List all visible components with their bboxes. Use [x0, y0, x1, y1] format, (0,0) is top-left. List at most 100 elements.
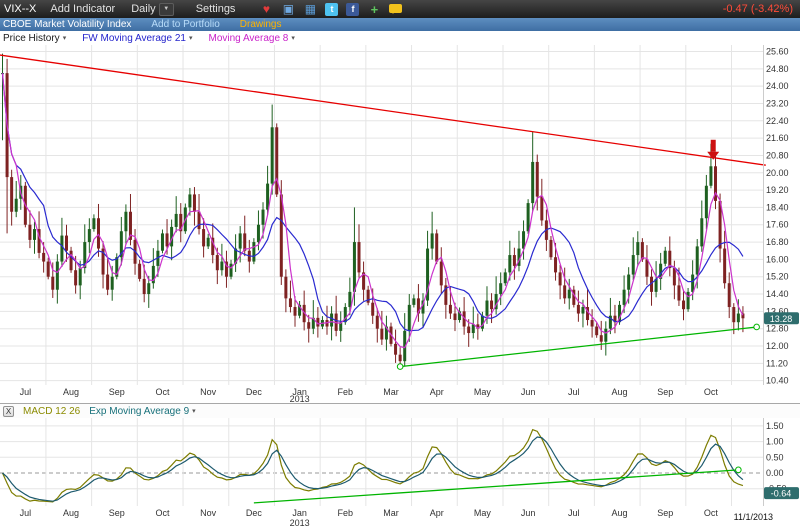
add-to-portfolio-link[interactable]: Add to Portfolio	[151, 19, 220, 30]
month-label: May	[474, 508, 492, 518]
trendline-handle[interactable]	[753, 323, 760, 331]
candle-down	[723, 248, 727, 284]
favorites-heart-icon[interactable]: ♥	[262, 2, 270, 16]
last-price-badge	[764, 312, 799, 325]
add-plus-icon[interactable]: +	[370, 1, 379, 17]
macd-ema-dropdown[interactable]: Exp Moving Average 9 ▾	[89, 406, 195, 417]
macd-last-value-badge	[764, 487, 799, 500]
month-label: Feb	[338, 508, 354, 518]
price-tick-label: 24.80	[766, 64, 789, 74]
trendline[interactable]	[0, 54, 766, 166]
candle-up	[266, 183, 270, 210]
down-arrow-annotation[interactable]	[707, 151, 720, 160]
candle-down	[732, 307, 736, 323]
candle-down	[51, 276, 55, 290]
month-label: Jul	[20, 387, 32, 397]
candle-down	[362, 272, 366, 290]
trendline-handle[interactable]	[735, 466, 742, 474]
menu-daily[interactable]: Daily ▼	[131, 2, 174, 16]
candle-up	[147, 283, 151, 295]
candle-down	[380, 328, 384, 340]
candle-up	[636, 242, 640, 256]
chat-bubble-icon[interactable]	[389, 3, 403, 14]
candle-down	[650, 276, 654, 292]
price-tick-label: 22.40	[766, 116, 789, 126]
macd-tick-label: 0.00	[766, 468, 784, 478]
candle-down	[74, 270, 78, 286]
candle-down	[215, 255, 219, 271]
candle-up	[174, 213, 178, 227]
candle-up	[252, 242, 256, 262]
candle-down	[46, 261, 50, 277]
candle-down	[106, 274, 110, 290]
daily-dropdown-button[interactable]: ▼	[158, 2, 174, 16]
candle-down	[718, 200, 722, 249]
candle-up	[517, 248, 521, 266]
month-label: Oct	[155, 508, 170, 518]
month-label: Jun	[521, 387, 536, 397]
candle-down	[142, 278, 146, 295]
candle-up	[426, 248, 430, 301]
candle-up	[343, 307, 347, 323]
year-label: 2013	[290, 518, 310, 528]
month-label: Sep	[109, 387, 125, 397]
price-tick-label: 14.40	[766, 289, 789, 299]
candle-down	[595, 326, 599, 336]
month-label: Jul	[20, 508, 32, 518]
candle-down	[42, 252, 46, 262]
macd-label[interactable]: MACD 12 26	[23, 405, 81, 417]
price-history-dropdown[interactable]: Price History ▾	[3, 33, 66, 44]
candle-up	[188, 194, 192, 208]
candle-up	[695, 246, 699, 275]
candle-down	[453, 313, 457, 321]
candle-up	[567, 289, 571, 299]
candle-up	[92, 218, 96, 230]
trendline-handle[interactable]	[396, 363, 404, 370]
daily-label: Daily	[131, 3, 156, 15]
candle-down	[640, 242, 644, 260]
top-toolbar: VIX--X Add Indicator Daily ▼ Settings ♥ …	[0, 0, 800, 18]
candle-down	[645, 259, 649, 277]
macd-last-value-badge-text: -0.64	[771, 489, 792, 499]
twitter-icon[interactable]: t	[325, 2, 339, 16]
facebook-icon[interactable]: f	[346, 2, 360, 16]
candle-down	[576, 304, 580, 314]
candle-up	[78, 268, 82, 286]
candle-down	[138, 263, 142, 279]
close-macd-button[interactable]: X	[3, 405, 14, 417]
price-tick-label: 13.60	[766, 306, 789, 316]
candle-up	[160, 233, 164, 251]
drawings-link[interactable]: Drawings	[239, 19, 282, 30]
layout-window-icon[interactable]: ▣	[282, 2, 295, 16]
price-change-quote: -0.47 (-3.42%)	[722, 3, 793, 15]
candle-down	[677, 285, 681, 301]
macd-chart-canvas[interactable]: Jul Aug Sep Oct Nov Dec Jan Feb Mar Apr May Jun Jul A…	[0, 418, 800, 530]
price-history-label: Price History	[3, 32, 60, 44]
trendline[interactable]	[400, 326, 757, 368]
toolbar-icon-strip: ♥ ▣ ▦ t f +	[259, 1, 403, 17]
down-arrow-annotation[interactable]	[710, 139, 716, 152]
candle-up	[480, 315, 484, 329]
price-tick-label: 16.00	[766, 254, 789, 264]
grid-chart-icon[interactable]: ▦	[304, 2, 317, 16]
menu-add-indicator[interactable]: Add Indicator	[50, 3, 116, 15]
month-label: Jun	[521, 508, 536, 518]
price-chart-canvas[interactable]: Jul Aug Sep Oct Nov Dec Jan Feb Mar Apr May Jun Jul A…	[0, 45, 800, 403]
candle-up	[220, 261, 224, 271]
trendline[interactable]	[253, 469, 739, 504]
ma8-dropdown[interactable]: Moving Average 8 ▾	[208, 33, 294, 44]
menu-settings[interactable]: Settings	[195, 3, 236, 15]
month-label: Dec	[246, 387, 263, 397]
candle-up	[421, 300, 425, 314]
candle-down	[357, 242, 361, 273]
month-label: Aug	[63, 508, 79, 518]
candle-down	[197, 211, 201, 230]
price-tick-label: 20.00	[766, 168, 789, 178]
price-tick-label: 18.40	[766, 202, 789, 212]
candle-up	[115, 257, 119, 277]
symbol-label: VIX--X	[4, 3, 37, 15]
candle-up	[110, 276, 114, 290]
candle-down	[448, 304, 452, 314]
ma21-dropdown[interactable]: FW Moving Average 21 ▾	[82, 33, 192, 44]
candle-up	[403, 330, 407, 362]
